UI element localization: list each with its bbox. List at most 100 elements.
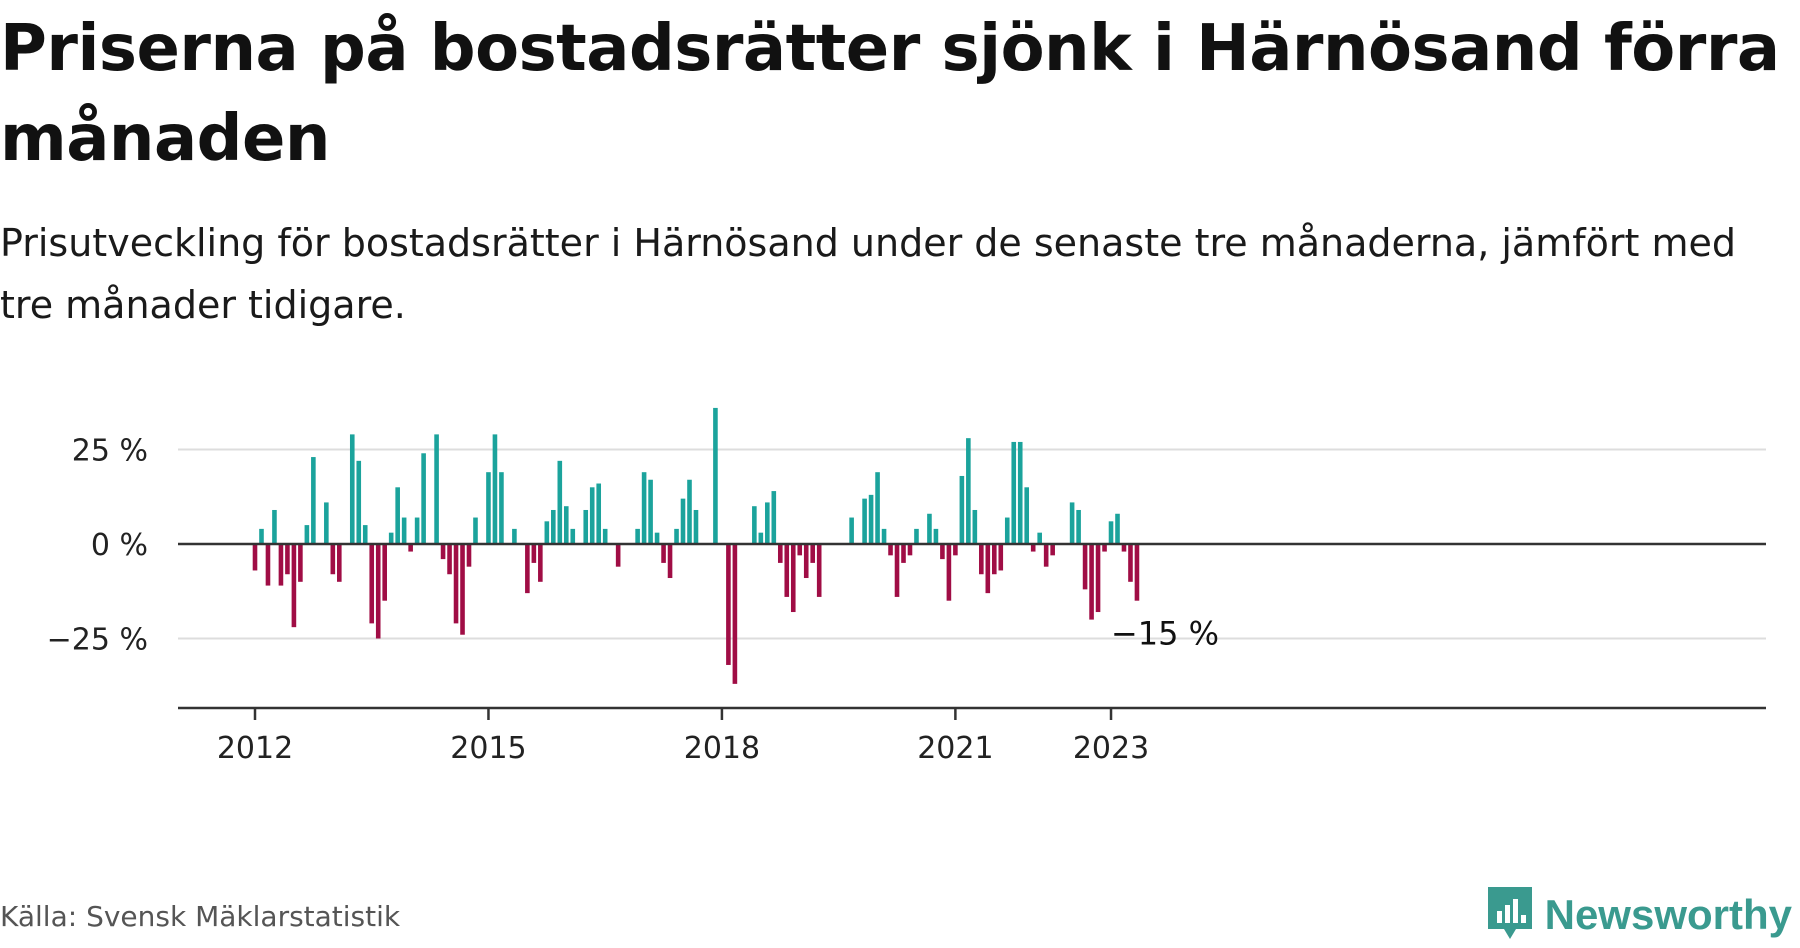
bar	[868, 494, 874, 544]
bar	[1128, 544, 1133, 582]
bar	[654, 532, 660, 544]
bar	[324, 502, 329, 544]
bar	[486, 472, 491, 544]
x-tick-label: 2015	[450, 731, 526, 766]
bar	[862, 498, 867, 544]
bar	[1134, 544, 1140, 601]
y-tick-label: 0 %	[91, 528, 148, 563]
bar	[901, 544, 906, 563]
chart-title: Priserna på bostadsrätter sjönk i Härnös…	[0, 12, 1780, 176]
bar	[635, 528, 640, 544]
bar	[551, 509, 556, 544]
bar	[570, 528, 576, 544]
bar	[940, 544, 945, 560]
bar	[615, 544, 621, 567]
bar	[680, 498, 686, 544]
bar	[1095, 544, 1101, 613]
bar	[401, 517, 407, 544]
bar	[434, 434, 439, 544]
newsworthy-logo-icon	[1485, 884, 1535, 946]
bar	[512, 528, 517, 544]
x-tick-label: 2018	[684, 731, 760, 766]
bar	[693, 509, 699, 544]
last-value-label: −15 %	[1111, 615, 1219, 653]
chart-subtitle: Prisutveckling för bostadsrätter i Härnö…	[0, 221, 1736, 327]
bar	[1121, 544, 1127, 552]
bar	[914, 528, 919, 544]
bar	[408, 544, 413, 552]
bar	[499, 472, 504, 544]
bar	[259, 528, 264, 544]
bar	[362, 525, 368, 544]
x-tick-label: 2012	[217, 731, 293, 766]
bar	[953, 544, 958, 556]
bar	[1089, 544, 1094, 620]
bar	[972, 509, 978, 544]
bar	[466, 544, 472, 567]
bar	[460, 544, 465, 635]
bar	[265, 544, 271, 586]
bar	[382, 544, 387, 601]
bar	[1050, 544, 1055, 556]
bar	[758, 532, 764, 544]
bar	[538, 544, 543, 582]
bar	[1011, 441, 1017, 544]
bar	[641, 472, 647, 544]
bar	[349, 434, 355, 544]
bar	[544, 521, 550, 544]
bar	[946, 544, 952, 601]
bar	[784, 544, 790, 597]
bar	[966, 438, 971, 544]
bar	[531, 544, 537, 563]
x-tick-label: 2023	[1073, 731, 1149, 766]
bar	[557, 460, 563, 544]
bar	[453, 544, 459, 624]
bar	[1030, 544, 1036, 552]
bar	[648, 479, 653, 544]
bar	[959, 475, 965, 544]
bar	[888, 544, 893, 556]
bar	[1108, 521, 1114, 544]
bar	[440, 544, 446, 560]
bar	[304, 525, 310, 544]
bar	[473, 517, 478, 544]
axes	[178, 542, 1766, 720]
bar	[881, 528, 887, 544]
bar	[291, 544, 297, 628]
bar	[771, 491, 777, 544]
y-tick-label: 25 %	[72, 434, 148, 469]
bar	[1043, 544, 1049, 567]
bar	[356, 460, 362, 544]
source-note: Källa: Svensk Mäklarstatistik	[0, 900, 401, 933]
brand-name: Newsworthy	[1544, 891, 1792, 938]
bar	[661, 544, 666, 563]
bar	[272, 509, 277, 544]
bar	[1037, 532, 1042, 544]
bar	[732, 544, 738, 684]
bar	[991, 544, 997, 575]
bar	[583, 509, 589, 544]
bar	[927, 513, 932, 544]
bar	[1004, 517, 1010, 544]
bar	[589, 487, 595, 544]
bar	[298, 544, 303, 582]
bar	[1024, 487, 1030, 544]
bar	[447, 544, 452, 575]
bar	[907, 544, 913, 556]
bar	[421, 453, 426, 544]
bar	[311, 457, 316, 544]
bar	[810, 544, 816, 563]
bar	[330, 544, 336, 575]
bar	[563, 506, 569, 544]
x-tick-label: 2021	[917, 731, 993, 766]
bar	[395, 487, 400, 544]
bar	[525, 544, 530, 594]
bar	[803, 544, 809, 579]
bar	[414, 517, 420, 544]
bar	[375, 544, 381, 639]
brand[interactable]: Newsworthy	[1485, 884, 1792, 946]
bar	[278, 544, 284, 586]
bar	[790, 544, 796, 613]
bar	[875, 472, 880, 544]
